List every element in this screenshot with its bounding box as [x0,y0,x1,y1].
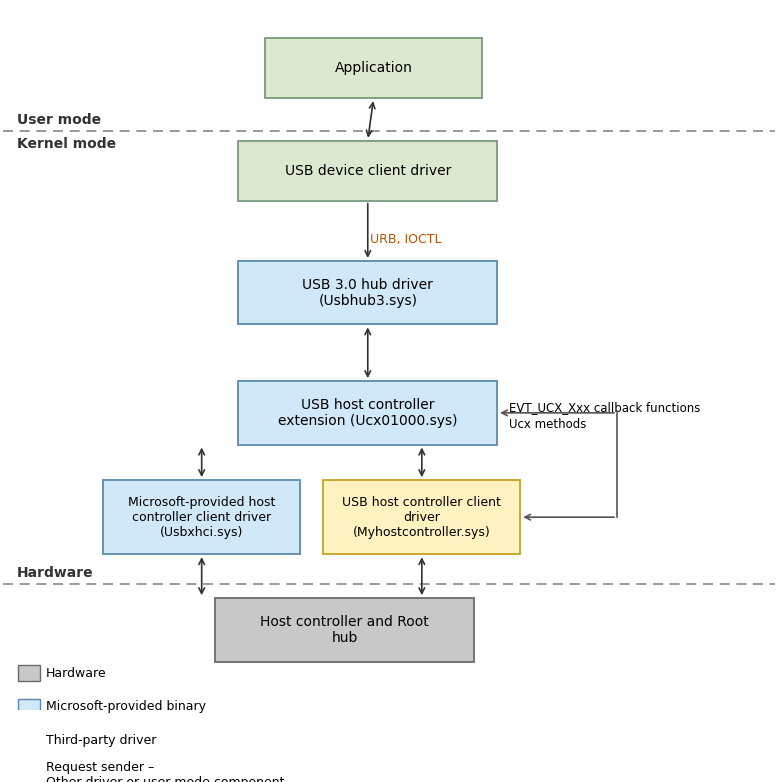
Text: URB, IOCTL: URB, IOCTL [370,233,441,246]
FancyBboxPatch shape [18,734,40,748]
FancyBboxPatch shape [238,261,497,325]
FancyBboxPatch shape [216,598,474,662]
Text: Application: Application [335,61,412,75]
Text: USB host controller client
driver
(Myhostcontroller.sys): USB host controller client driver (Myhos… [342,496,501,539]
Text: Ucx methods: Ucx methods [509,418,586,431]
FancyBboxPatch shape [18,767,40,782]
Text: USB device client driver: USB device client driver [285,163,451,178]
Text: Microsoft-provided host
controller client driver
(Usbxhci.sys): Microsoft-provided host controller clien… [128,496,275,539]
FancyBboxPatch shape [265,38,482,99]
Text: Hardware: Hardware [16,565,93,579]
FancyBboxPatch shape [238,381,497,445]
Text: Kernel mode: Kernel mode [16,137,116,151]
Text: USB host controller
extension (Ucx01000.sys): USB host controller extension (Ucx01000.… [278,398,457,428]
Text: EVT_UCX_Xxx callback functions: EVT_UCX_Xxx callback functions [509,400,700,414]
Text: USB 3.0 hub driver
(Usbhub3.sys): USB 3.0 hub driver (Usbhub3.sys) [303,278,433,308]
FancyBboxPatch shape [18,665,40,681]
Text: Request sender –
Other driver or user mode component: Request sender – Other driver or user mo… [46,761,285,782]
FancyBboxPatch shape [238,141,497,201]
Text: Host controller and Root
hub: Host controller and Root hub [260,615,429,645]
Text: Microsoft-provided binary: Microsoft-provided binary [46,701,206,713]
FancyBboxPatch shape [324,480,520,554]
Text: Third-party driver: Third-party driver [46,734,156,748]
FancyBboxPatch shape [18,699,40,715]
Text: Hardware: Hardware [46,666,107,680]
Text: User mode: User mode [16,113,101,127]
FancyBboxPatch shape [103,480,300,554]
